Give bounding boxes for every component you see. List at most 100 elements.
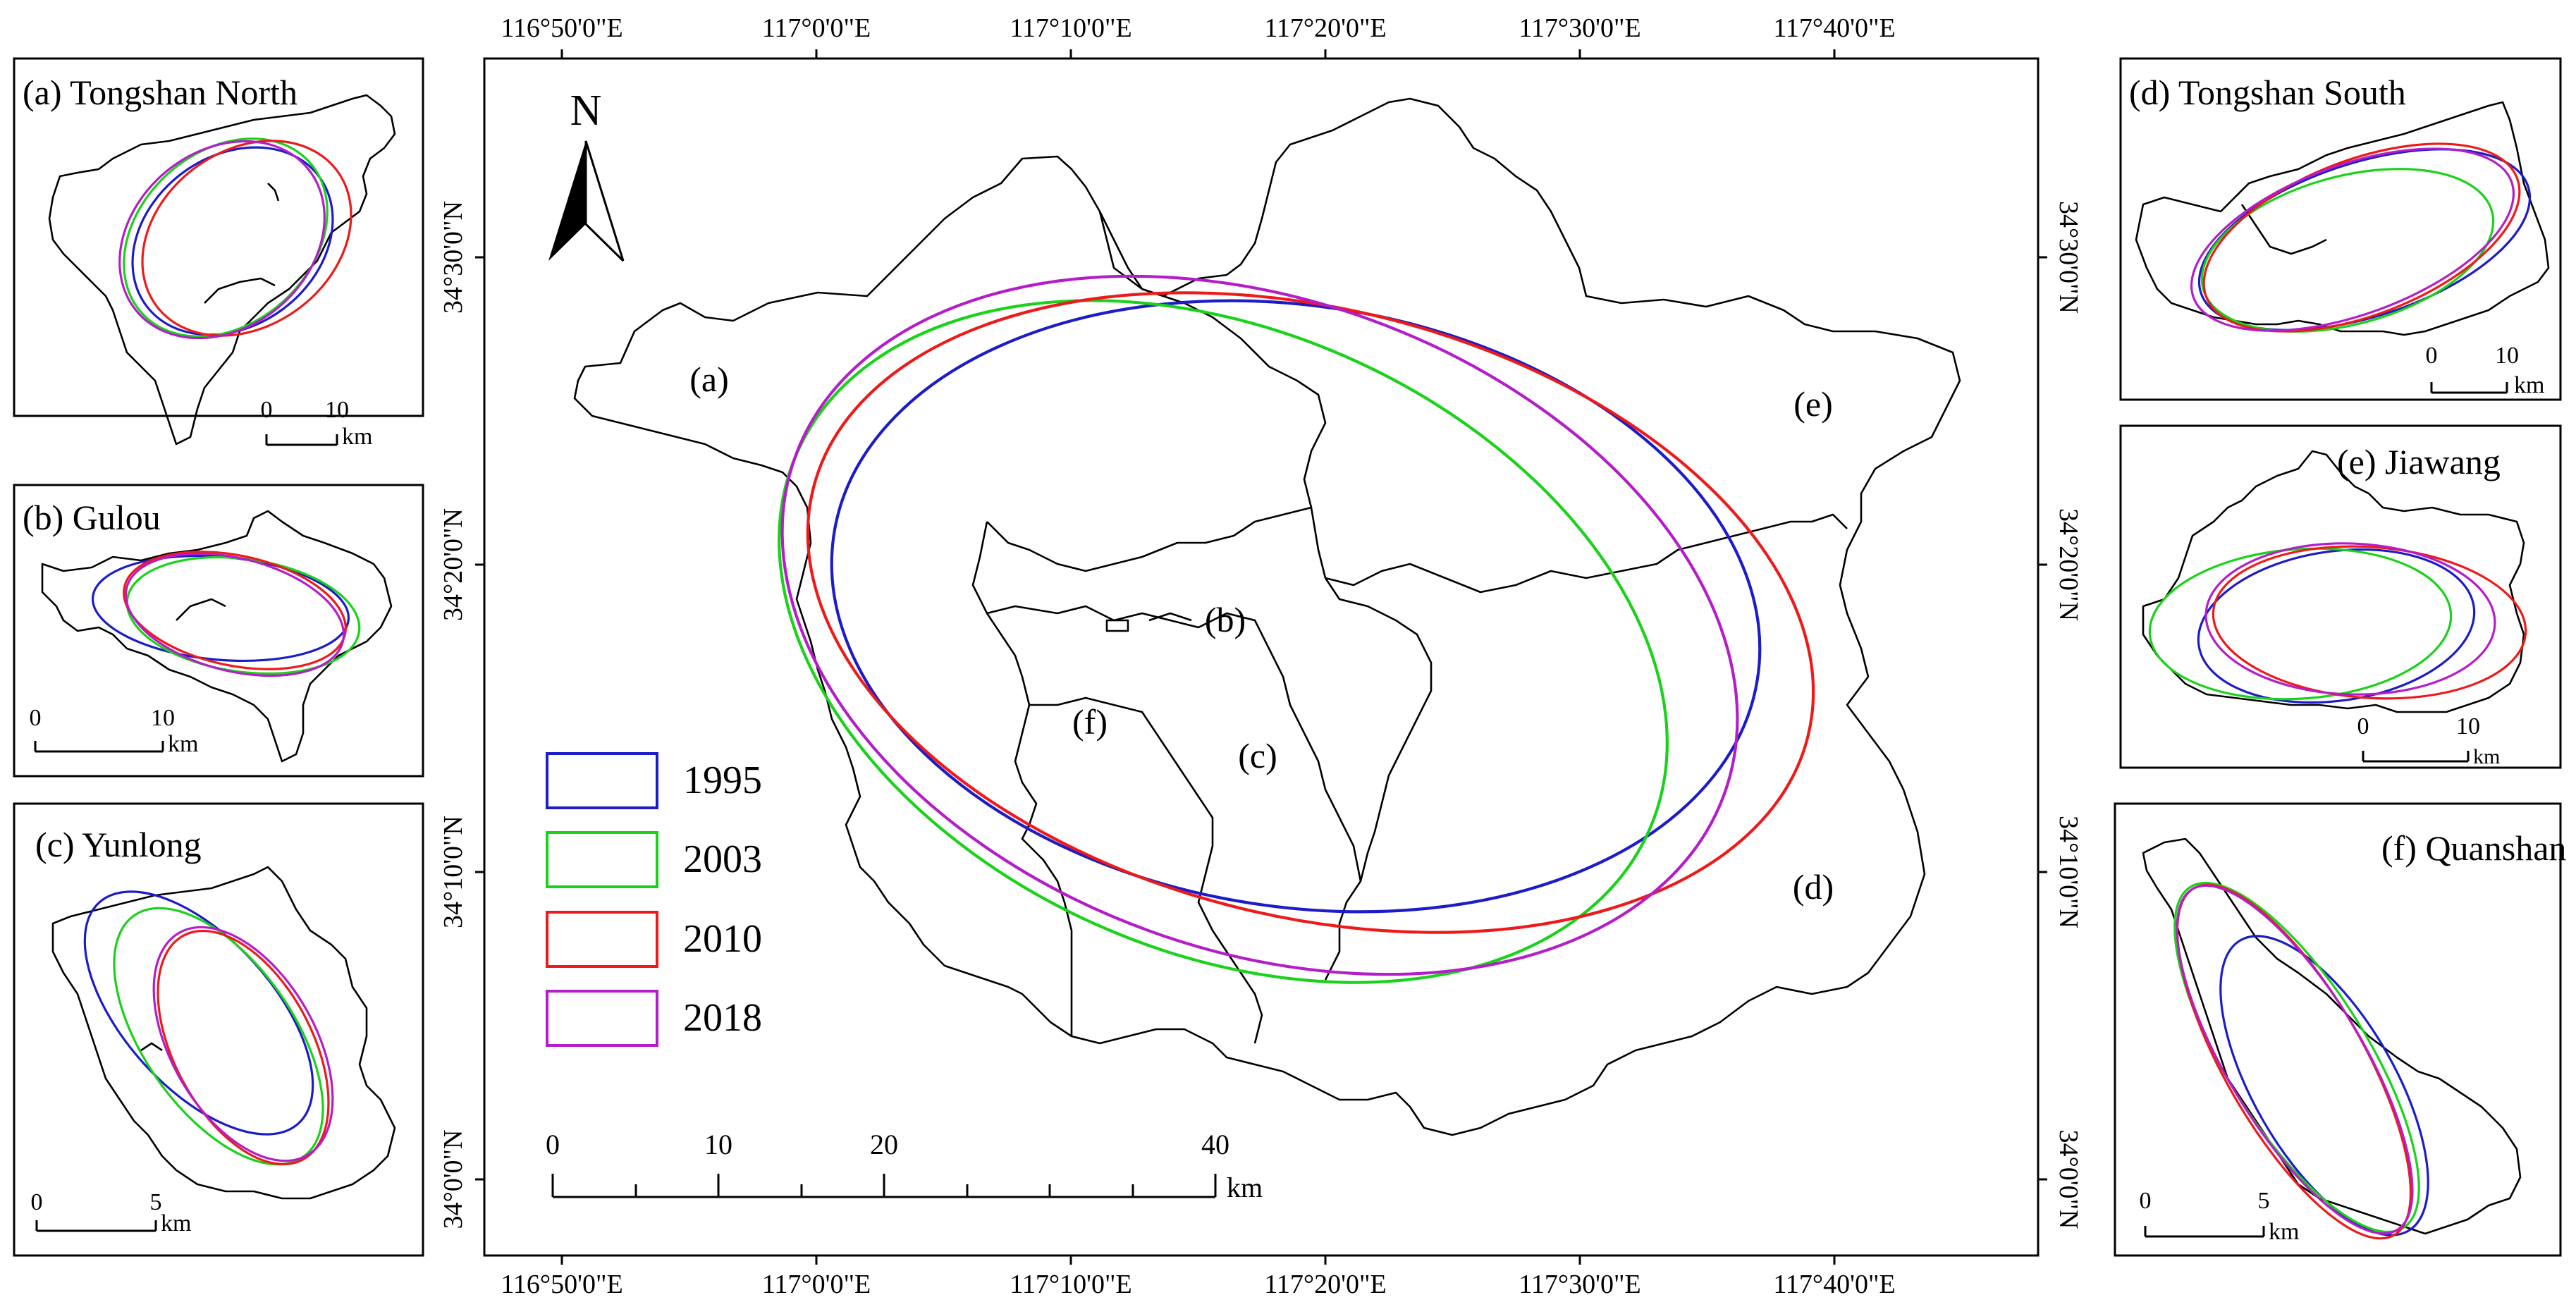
main-scale-bar: 0 10 20 40 km <box>546 1129 1263 1203</box>
inset-scale-tick: 0 <box>261 397 273 423</box>
ellipse-2010 <box>141 140 352 337</box>
ellipse-2003 <box>113 907 324 1166</box>
inset-scale-unit: km <box>2473 745 2500 768</box>
ellipse-2010 <box>2202 142 2521 333</box>
left-latitude-labels: 34°30'0"N 34°20'0"N 34°10'0"N 34°0'0"N <box>438 201 468 1229</box>
district-label-e: (e) <box>1793 384 1833 424</box>
bottom-tick-label: 117°40'0"E <box>1773 1270 1895 1299</box>
inset-scale-unit: km <box>161 1210 191 1236</box>
right-tick-label: 34°10'0"N <box>2054 816 2083 928</box>
top-tick-label: 117°10'0"E <box>1010 13 1131 43</box>
scale-unit: km <box>1227 1172 1263 1203</box>
district-label-a: (a) <box>689 360 729 399</box>
scale-tick-label: 20 <box>870 1129 898 1160</box>
inset-frame <box>13 802 424 1257</box>
legend-label-2003: 2003 <box>683 837 762 881</box>
ellipse-1995 <box>2219 935 2429 1236</box>
inset-title: (e) Jiawang <box>2337 442 2501 481</box>
inset-scale-tick: 0 <box>31 1189 43 1215</box>
top-tick-label: 117°0'0"E <box>762 13 871 43</box>
scale-tick-label: 10 <box>704 1129 732 1160</box>
ellipse-2010 <box>2176 883 2412 1240</box>
legend-label-2018: 2018 <box>683 996 762 1040</box>
top-longitude-labels: 116°50'0"E 117°0'0"E 117°10'0"E 117°20'0… <box>501 13 1895 43</box>
top-tick-label: 116°50'0"E <box>501 13 622 43</box>
inset-scale-tick: 5 <box>150 1189 162 1215</box>
inset-frame <box>2114 802 2562 1257</box>
inset-scale-unit: km <box>2269 1219 2299 1245</box>
scale-tick-label: 0 <box>546 1129 560 1160</box>
bottom-tick-label: 117°20'0"E <box>1264 1270 1386 1299</box>
ellipse-2010 <box>2212 545 2527 700</box>
district-labels: (a) (b) (c) (d) (e) (f) <box>689 360 1834 907</box>
inset-scale-tick: 10 <box>151 705 175 731</box>
inset-frame <box>13 484 424 778</box>
ellipse-2018 <box>2176 884 2414 1235</box>
ellipse-2010 <box>806 291 1815 934</box>
inset-a-ellipses <box>118 137 352 340</box>
north-label: N <box>570 87 602 135</box>
main-map: 116°50'0"E 117°0'0"E 117°10'0"E 117°20'0… <box>438 13 2083 1299</box>
bottom-tick-label: 117°10'0"E <box>1010 1270 1131 1299</box>
inset-b-ellipses <box>91 551 361 677</box>
inset-scale-unit: km <box>342 424 372 450</box>
top-tick-label: 117°20'0"E <box>1264 13 1386 43</box>
left-tick-label: 34°10'0"N <box>438 816 468 928</box>
ellipse-2003 <box>123 137 329 338</box>
legend-label-1995: 1995 <box>683 759 762 802</box>
inset-scale-tick: 10 <box>2495 343 2519 369</box>
bottom-tick-label: 116°50'0"E <box>501 1270 622 1299</box>
scale-tick-label: 40 <box>1201 1129 1229 1160</box>
city-outline <box>573 97 1961 1136</box>
left-tick-label: 34°20'0"N <box>438 508 468 621</box>
ellipse-2018 <box>2204 542 2496 696</box>
inset-title: (a) Tongshan North <box>23 73 298 112</box>
right-latitude-labels: 34°30'0"N 34°20'0"N 34°10'0"N 34°0'0"N <box>2054 201 2083 1229</box>
inset-scale-tick: 0 <box>30 705 42 731</box>
inset-tongshan-north: (a) Tongshan North 0 10 km <box>13 57 424 450</box>
north-arrow: N <box>548 87 625 262</box>
ellipse-1995 <box>2197 548 2476 704</box>
ellipse-2018 <box>118 140 326 340</box>
legend-swatch-1995 <box>546 752 658 809</box>
ellipse-2003 <box>2173 881 2420 1234</box>
inset-frame <box>13 57 424 417</box>
inset-scale-unit: km <box>168 731 198 757</box>
inset-e-ellipses <box>2148 542 2527 704</box>
bottom-tick-label: 117°0'0"E <box>762 1270 871 1299</box>
inset-d-ellipses <box>2190 142 2532 333</box>
inset-f-ellipses <box>2173 881 2429 1240</box>
inset-frame <box>2119 424 2562 769</box>
district-label-f: (f) <box>1072 702 1108 742</box>
bottom-tick-label: 117°30'0"E <box>1519 1270 1640 1299</box>
north-arrow-left-half <box>548 141 586 261</box>
legend-label-2010: 2010 <box>683 917 762 961</box>
ellipse-1995 <box>830 299 1762 914</box>
inset-title: (b) Gulou <box>23 498 161 537</box>
ellipse-2018 <box>2190 147 2515 332</box>
bottom-longitude-labels: 116°50'0"E 117°0'0"E 117°10'0"E 117°20'0… <box>501 1270 1895 1299</box>
north-arrow-right-half <box>584 140 625 262</box>
inset-title: (f) Quanshan <box>2381 828 2566 868</box>
ellipse-2018 <box>780 274 1739 976</box>
right-tick-label: 34°30'0"N <box>2054 201 2083 314</box>
legend-swatch-2018 <box>546 990 658 1047</box>
inset-gulou: (b) Gulou 0 10 km <box>13 484 424 778</box>
inset-scale-tick: 5 <box>2258 1188 2270 1214</box>
inset-scale-tick: 0 <box>2140 1188 2152 1214</box>
main-ellipses <box>778 274 1815 984</box>
inset-jiawang: (e) Jiawang 0 10 km <box>2119 424 2562 769</box>
legend-swatch-2003 <box>546 831 658 888</box>
inset-scale-tick: 10 <box>325 397 349 423</box>
right-tick-label: 34°20'0"N <box>2054 508 2083 621</box>
ellipse-2018 <box>152 926 334 1162</box>
inset-scale-unit: km <box>2514 372 2544 398</box>
right-tick-label: 34°0'0"N <box>2054 1130 2083 1229</box>
district-label-b: (b) <box>1205 600 1246 639</box>
ellipse-2010 <box>123 551 347 670</box>
ellipse-2003 <box>2148 547 2453 701</box>
legend: 1995 2003 2010 2018 <box>546 752 762 1047</box>
inset-tongshan-south: (d) Tongshan South 0 10 km <box>2119 57 2562 401</box>
inset-quanshan: (f) Quanshan 0 5 km <box>2114 802 2566 1257</box>
